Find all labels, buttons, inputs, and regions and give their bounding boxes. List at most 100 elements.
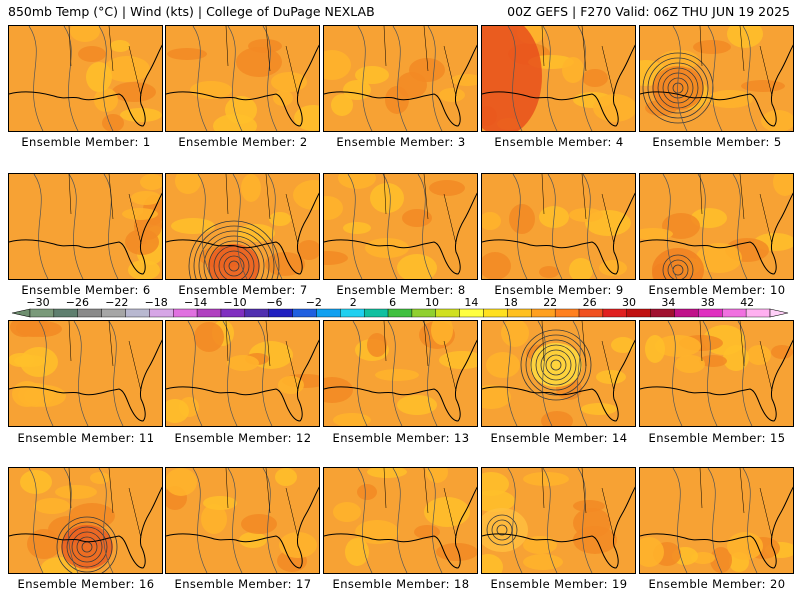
temperature-map xyxy=(324,321,477,426)
colorbar-tick-label: −10 xyxy=(223,296,246,309)
colorbar-high-arrow xyxy=(769,308,789,318)
temperature-patch xyxy=(110,40,130,52)
temperature-patch xyxy=(699,355,727,367)
state-border xyxy=(383,26,457,97)
pressure-contour xyxy=(535,344,577,386)
temperature-patch xyxy=(370,183,404,213)
contour-line xyxy=(38,321,54,426)
colorbar-segment xyxy=(387,308,413,318)
state-border xyxy=(699,174,773,245)
storm-core xyxy=(652,66,704,110)
temperature-map xyxy=(482,26,635,131)
pressure-contour xyxy=(486,514,518,546)
ensemble-member-label: Ensemble Member: 2 xyxy=(178,135,308,149)
colorbar-segment xyxy=(698,308,723,318)
temperature-patch xyxy=(655,335,701,357)
ensemble-map-panel xyxy=(8,25,163,132)
contour-line xyxy=(507,26,523,131)
colorbar-tick-label: 6 xyxy=(389,296,396,309)
temperature-patch xyxy=(343,222,371,234)
contour-line xyxy=(582,174,598,279)
temperature-patch xyxy=(324,377,353,403)
temperature-map xyxy=(640,174,793,279)
state-border xyxy=(68,468,142,539)
pressure-contour xyxy=(662,254,694,279)
pressure-contour xyxy=(496,524,508,536)
temperature-patch xyxy=(414,525,440,539)
colorbar-segment xyxy=(340,308,365,318)
temperature-colorbar: −30 −26 −22 −18 −14 −10 −6 −2 2 6 10 14 18 22 26 30 34 38… xyxy=(11,296,789,318)
contour-line xyxy=(512,174,528,279)
state-border xyxy=(225,468,299,539)
temperature-patch xyxy=(645,335,665,363)
contour-line xyxy=(33,174,49,279)
temperature-map xyxy=(482,321,635,426)
contour-line xyxy=(357,26,373,131)
storm-core xyxy=(652,248,704,279)
colorbar-tick-label: 22 xyxy=(543,296,557,309)
ensemble-member-label: Ensemble Member: 4 xyxy=(494,135,624,149)
state-border xyxy=(699,26,773,97)
temperature-patch xyxy=(22,321,62,337)
ensemble-member-label: Ensemble Member: 14 xyxy=(490,431,628,445)
temperature-map xyxy=(9,26,162,131)
colorbar-segment xyxy=(101,308,126,318)
contour-line xyxy=(192,26,208,131)
temperature-map xyxy=(9,468,162,573)
temperature-patch xyxy=(375,369,419,381)
temperature-patch xyxy=(333,413,371,426)
temperature-map xyxy=(640,26,793,131)
temperature-patch xyxy=(324,196,343,220)
temperature-patch xyxy=(397,254,437,279)
coastline xyxy=(482,486,635,569)
ensemble-member-label: Ensemble Member: 20 xyxy=(648,577,786,591)
colorbar-tick-label: 2 xyxy=(350,296,357,309)
ensemble-member-label: Ensemble Member: 18 xyxy=(332,577,470,591)
temperature-patch xyxy=(345,538,369,566)
temperature-patch xyxy=(741,80,785,92)
ensemble-map-panel xyxy=(165,25,320,132)
coastline xyxy=(9,192,162,275)
temperature-patch xyxy=(70,26,100,42)
ensemble-map-panel xyxy=(165,173,320,280)
contour-line xyxy=(222,321,238,426)
pressure-contour xyxy=(228,260,240,272)
temperature-patch xyxy=(122,208,158,220)
contour-line xyxy=(387,321,403,426)
ensemble-map-panel xyxy=(323,320,478,427)
temperature-map xyxy=(482,468,635,573)
temperature-patch xyxy=(773,174,793,196)
temperature-patch xyxy=(596,370,626,384)
temperature-patch xyxy=(140,174,162,190)
ensemble-member-label: Ensemble Member: 8 xyxy=(336,283,466,297)
contour-line xyxy=(502,321,518,426)
temperature-patch xyxy=(90,472,110,484)
coastline xyxy=(640,44,793,127)
colorbar-segment xyxy=(316,308,341,318)
state-border xyxy=(541,26,615,97)
contour-line xyxy=(197,174,213,279)
colorbar-segment xyxy=(554,308,580,318)
storm-core xyxy=(61,525,113,569)
temperature-patch xyxy=(509,204,535,234)
temperature-patch xyxy=(439,88,465,102)
coastline xyxy=(9,339,162,422)
contour-line xyxy=(227,26,243,131)
temperature-patch xyxy=(24,385,66,407)
contour-line xyxy=(98,26,114,131)
temperature-patch xyxy=(439,351,477,369)
colorbar-tick-label: 34 xyxy=(661,296,675,309)
ensemble-member-label: Ensemble Member: 12 xyxy=(174,431,312,445)
colorbar-segment xyxy=(459,308,484,318)
temperature-patch xyxy=(482,472,509,496)
map-title: 850mb Temp (°C) | Wind (kts) | College o… xyxy=(8,4,375,19)
colorbar-segment xyxy=(363,308,389,318)
coastline xyxy=(324,486,477,569)
temperature-map xyxy=(166,321,319,426)
temperature-patch xyxy=(194,322,224,352)
temperature-patch xyxy=(241,514,277,534)
colorbar-segment xyxy=(29,308,55,318)
contour-line xyxy=(427,26,443,131)
temperature-patch xyxy=(431,321,453,345)
contour-line xyxy=(187,321,203,426)
